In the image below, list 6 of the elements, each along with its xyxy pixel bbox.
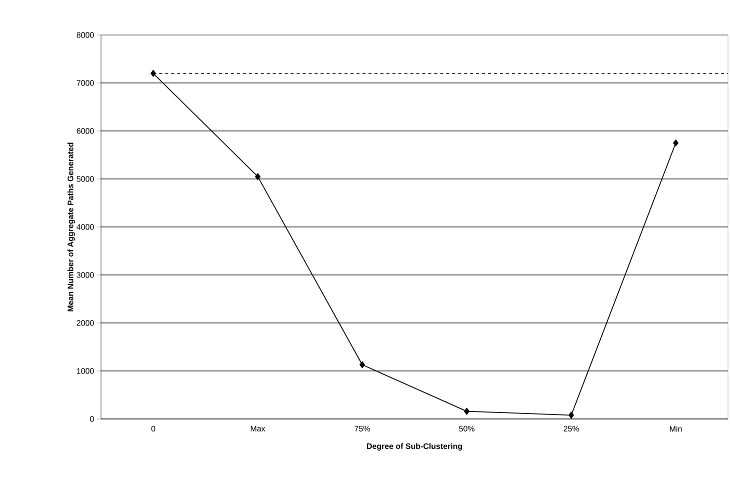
point: [673, 140, 678, 146]
point: [360, 361, 365, 368]
point: [568, 412, 574, 419]
point: [464, 408, 470, 415]
point: [255, 173, 260, 180]
point: [150, 70, 156, 77]
